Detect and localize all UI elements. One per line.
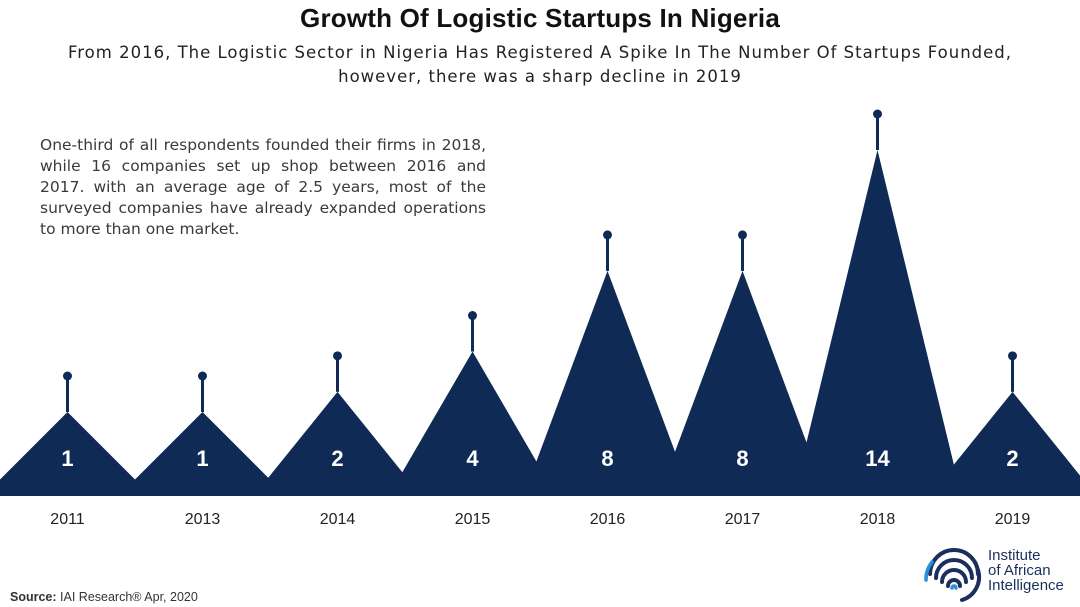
peak-group-2017: 8 2017 — [658, 230, 827, 528]
x-tick-label-2011: 2011 — [50, 511, 85, 528]
x-tick-label-2015: 2015 — [455, 511, 491, 528]
x-tick-label-2017: 2017 — [725, 511, 761, 528]
x-tick-label-2019: 2019 — [995, 511, 1031, 528]
data-label-2011: 1 — [61, 446, 73, 471]
logo-line-2: of African — [988, 562, 1051, 579]
data-label-2014: 2 — [331, 446, 343, 471]
logo-line-1: Institute — [988, 547, 1041, 564]
peak-2014 — [253, 391, 422, 496]
data-label-2015: 4 — [466, 446, 479, 471]
source-note: Source: IAI Research® Apr, 2020 — [10, 590, 198, 604]
peak-group-2018: 14 2018 — [793, 109, 962, 528]
subtitle-line-1: From 2016, The Logistic Sector in Nigeri… — [67, 43, 1013, 62]
peak-2019 — [928, 391, 1080, 496]
peak-pin-dot-2013 — [198, 371, 207, 381]
peak-pin-dot-2016 — [603, 230, 612, 240]
fingerprint-wave-icon — [924, 548, 982, 602]
peak-pin-dot-2011 — [63, 371, 72, 381]
peak-2018 — [793, 150, 962, 496]
peak-2015 — [388, 351, 557, 496]
x-tick-label-2016: 2016 — [590, 511, 626, 528]
chart-title: Growth Of Logistic Startups In Nigeria — [300, 3, 780, 33]
peak-group-2019: 2 2019 — [928, 351, 1080, 528]
peak-2013 — [118, 412, 287, 496]
peak-pin-dot-2014 — [333, 351, 342, 361]
peak-group-2013: 1 2013 — [118, 371, 287, 528]
peak-group-2015: 4 2015 — [388, 311, 557, 528]
peak-pin-dot-2017 — [738, 230, 747, 240]
subtitle-line-2: however, there was a sharp decline in 20… — [338, 67, 742, 86]
data-label-2019: 2 — [1006, 446, 1018, 471]
peak-2016 — [523, 270, 692, 496]
peak-2011 — [0, 412, 152, 496]
x-tick-label-2013: 2013 — [185, 511, 221, 528]
source-text: IAI Research® Apr, 2020 — [60, 590, 198, 604]
chart-annotation: One-third of all respondents founded the… — [40, 136, 486, 238]
data-label-2013: 1 — [196, 446, 208, 471]
peak-2017 — [658, 270, 827, 496]
logo-line-3: Intelligence — [988, 577, 1064, 594]
data-label-2016: 8 — [601, 446, 613, 471]
peak-group-2016: 8 2016 — [523, 230, 692, 528]
iai-logo: Institute of African Intelligence — [922, 540, 1072, 604]
peak-group-2011: 1 2011 — [0, 371, 152, 528]
chart-subtitle: From 2016, The Logistic Sector in Nigeri… — [20, 41, 1060, 89]
x-tick-label-2014: 2014 — [320, 511, 356, 528]
peak-pin-dot-2015 — [468, 311, 477, 321]
peak-pin-dot-2018 — [873, 109, 882, 119]
data-label-2018: 14 — [865, 446, 890, 471]
data-label-2017: 8 — [736, 446, 748, 471]
peak-group-2014: 2 2014 — [253, 351, 422, 528]
logo-wordmark: Institute of African Intelligence — [988, 548, 1064, 593]
source-label: Source: — [10, 590, 57, 604]
peak-pin-dot-2019 — [1008, 351, 1017, 361]
x-tick-label-2018: 2018 — [860, 511, 896, 528]
